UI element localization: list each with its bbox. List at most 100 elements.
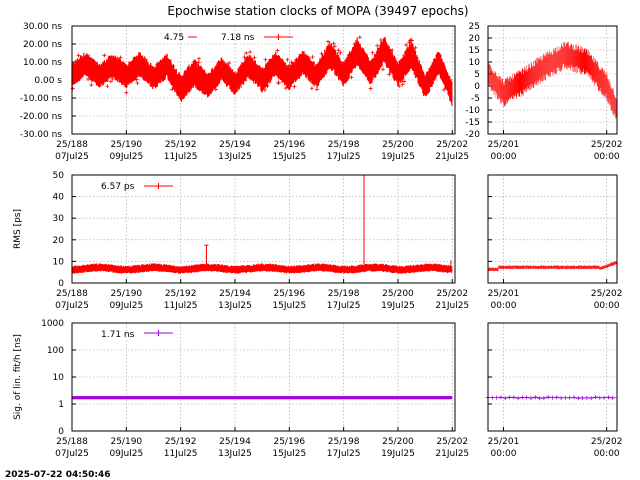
clock-outlier-point	[287, 63, 292, 68]
sig-zoom-point	[507, 395, 512, 400]
clock-ytick-label: -10.00 ns	[20, 94, 63, 104]
sig-zoom-frame	[487, 322, 618, 432]
clock-outlier-point	[265, 84, 270, 89]
clock-legend-right: 7.18 ns	[221, 33, 255, 43]
rms-xtick-date: 07Jul25	[55, 301, 89, 311]
rms-legend-label: 6.57 ps	[101, 182, 135, 192]
sig-frame	[71, 322, 456, 432]
clock-zoom-ytick-label: -10	[465, 106, 480, 116]
clock-outlier-point	[381, 67, 386, 72]
clock-outlier-point	[276, 81, 281, 86]
clock-outlier-point	[263, 57, 268, 62]
sig-xtick-date: 09Jul25	[109, 449, 143, 459]
sig-ytick-label: 1	[58, 400, 64, 410]
clock-xtick-label: 25/194	[219, 140, 251, 150]
sig-zoom-point	[571, 395, 577, 400]
sig-xtick-date: 21Jul25	[435, 449, 469, 459]
clock-outlier-point	[197, 56, 202, 61]
clock-outlier-point	[262, 87, 267, 92]
sig-xtick-label: 25/192	[165, 437, 197, 447]
sig-xtick-label: 25/190	[110, 437, 142, 447]
rms-zoom-frame	[487, 174, 618, 284]
sig-ytick-label: 100	[47, 346, 64, 356]
rms-xtick-date: 11Jul25	[164, 301, 198, 311]
clock-outlier-point	[357, 35, 362, 40]
clock-zoom-ytick-label: 5	[474, 70, 480, 80]
clock-outlier-point	[170, 87, 175, 92]
sig-zoom-point	[554, 395, 560, 400]
clock-outlier-point	[108, 79, 113, 84]
clock-outlier-point	[404, 42, 409, 47]
clock-outlier-point	[89, 82, 94, 87]
clock-zoom-xtick-label: 25/202	[591, 140, 623, 150]
sig-zoom-point	[593, 395, 598, 400]
sig-zoom-point	[528, 396, 534, 401]
clock-outlier-point	[326, 39, 331, 44]
sig-zoom-point	[524, 395, 530, 400]
sig-zoom-xtick-date: 00:00	[594, 449, 620, 459]
clock-zoom-ytick-label: 0	[474, 82, 480, 92]
rms-ytick-label: 20	[53, 236, 65, 246]
clock-ytick-label: -20.00 ns	[20, 112, 63, 122]
clock-outlier-point	[242, 55, 247, 60]
clock-outlier-point	[336, 48, 341, 53]
sig-xtick-date: 17Jul25	[327, 449, 361, 459]
clock-outlier-point	[124, 90, 129, 95]
clock-zoom-xtick-label: 25/201	[488, 140, 520, 150]
clock-zoom-ytick-label: -5	[471, 94, 480, 104]
clock-outlier-point	[309, 86, 314, 91]
sig-ytick-label: 1000	[41, 319, 64, 329]
clock-outlier-point	[413, 45, 418, 50]
clock-outlier-point	[244, 51, 249, 56]
clock-outlier-point	[314, 87, 319, 92]
sig-ytick-label: 10	[53, 373, 65, 383]
clock-outlier-point	[319, 51, 324, 56]
sig-xtick-date: 13Jul25	[218, 449, 252, 459]
clock-xtick-date: 15Jul25	[272, 152, 306, 162]
sig-xtick-label: 25/194	[219, 437, 251, 447]
rms-xtick-label: 25/202	[436, 289, 468, 299]
rms-xtick-date: 19Jul25	[381, 301, 415, 311]
rms-xtick-date: 13Jul25	[218, 301, 252, 311]
sig-legend-label: 1.71 ns	[101, 330, 135, 340]
clock-outlier-point	[407, 40, 412, 45]
clock-outlier-point	[134, 77, 139, 82]
sig-zoom-point	[605, 395, 611, 400]
clock-outlier-point	[252, 55, 257, 60]
rms-zoom-xtick-label: 25/202	[591, 289, 623, 299]
sig-zoom-point	[515, 396, 521, 401]
clock-ytick-label: -30.00 ns	[20, 130, 63, 140]
sig-xtick-date: 15Jul25	[272, 449, 306, 459]
clock-zoom-xtick-date: 00:00	[491, 152, 517, 162]
clock-zoom-frame	[487, 25, 618, 135]
rms-axis-label: RMS [ps]	[13, 209, 23, 249]
clock-outlier-point	[442, 87, 447, 92]
clock-zoom-ytick-label: -20	[465, 130, 480, 140]
rms-ytick-label: 40	[53, 193, 65, 203]
clock-zoom-ytick-label: 20	[469, 34, 481, 44]
sig-zoom-point	[588, 396, 594, 401]
clock-outlier-point	[368, 86, 373, 91]
rms-ytick-label: 0	[58, 279, 64, 289]
clock-outlier-point	[275, 48, 280, 53]
clock-outlier-point	[397, 84, 402, 89]
sig-axis-label: Sig. of lin. fit/h [ns]	[13, 334, 23, 420]
clock-legend-left: 4.75	[164, 33, 184, 43]
sig-zoom-xtick-label: 25/201	[488, 437, 520, 447]
clock-zoom-ytick-label: 25	[469, 22, 480, 32]
clock-outlier-point	[390, 48, 395, 53]
sig-xtick-label: 25/196	[273, 437, 305, 447]
clock-outlier-point	[378, 37, 383, 42]
rms-xtick-label: 25/198	[328, 289, 360, 299]
sig-xtick-label: 25/200	[382, 437, 414, 447]
sig-zoom-point	[541, 396, 547, 401]
rms-xtick-date: 21Jul25	[435, 301, 469, 311]
sig-zoom-point	[545, 395, 551, 400]
clock-xtick-date: 17Jul25	[327, 152, 361, 162]
clock-outlier-point	[102, 53, 107, 58]
sig-xtick-label: 25/188	[56, 437, 88, 447]
clock-outlier-point	[285, 57, 290, 62]
sig-zoom-point	[519, 395, 525, 400]
clock-xtick-date: 09Jul25	[109, 152, 143, 162]
sig-zoom-point	[575, 396, 581, 401]
